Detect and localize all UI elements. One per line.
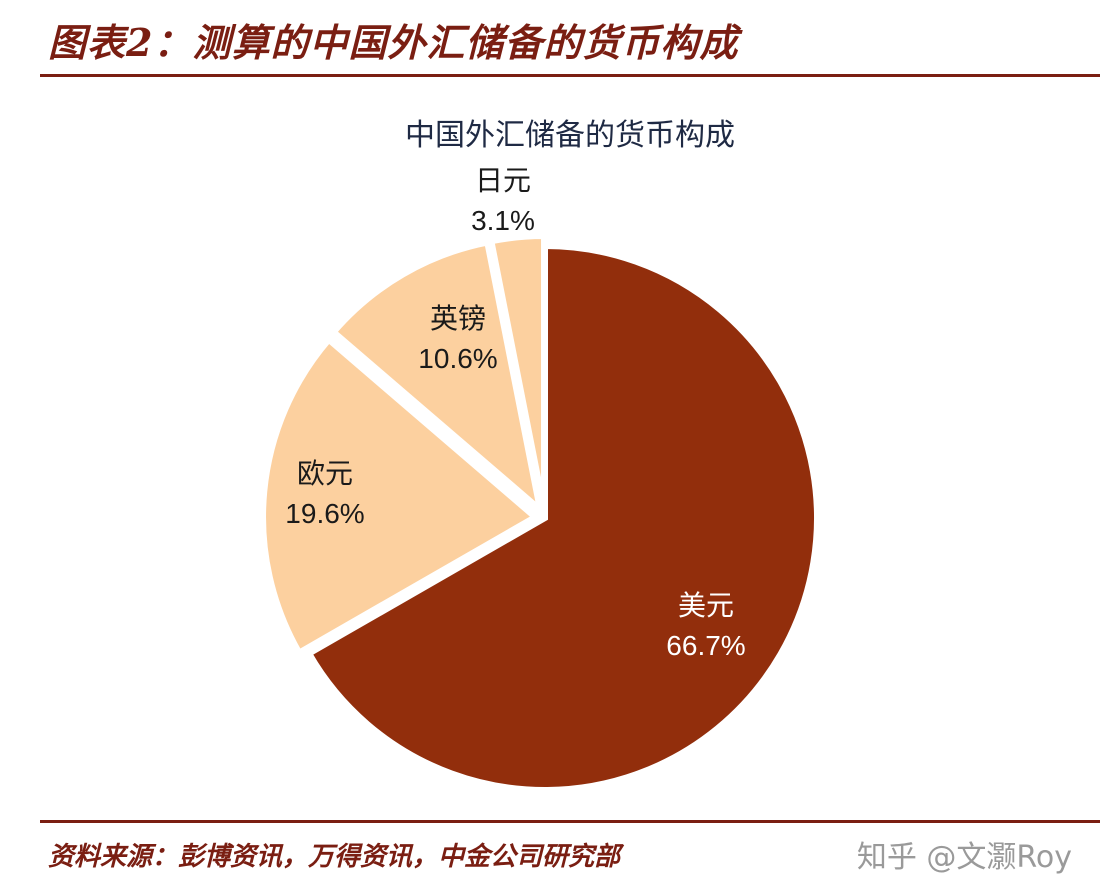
pie-chart: 中国外汇储备的货币构成 美元 66.7% 欧元 19.6% 英镑 10.6% 日元 3.1% xyxy=(260,118,820,793)
chart-title: 中国外汇储备的货币构成 xyxy=(405,118,735,153)
pie-slice xyxy=(487,233,548,509)
pie-labels: 美元 66.7% 欧元 19.6% 英镑 10.6% 日元 3.1% xyxy=(285,164,745,661)
slice-value-label: 66.7% xyxy=(666,630,745,661)
top-divider xyxy=(40,74,1100,77)
pie-slice xyxy=(305,242,820,793)
slice-category-label: 日元 xyxy=(475,164,531,197)
slice-category-label: 美元 xyxy=(678,589,734,622)
bottom-divider xyxy=(40,820,1100,823)
slice-value-label: 3.1% xyxy=(471,205,535,236)
slice-value-label: 10.6% xyxy=(418,343,497,374)
slice-value-label: 19.6% xyxy=(285,498,364,529)
slice-category-label: 英镑 xyxy=(430,302,486,335)
watermark: 知乎 @文灏Roy xyxy=(856,840,1072,875)
pie-slice xyxy=(260,335,541,657)
pie-slices xyxy=(260,233,820,793)
slice-category-label: 欧元 xyxy=(297,457,353,490)
figure-title: 图表2：测算的中国外汇储备的货币构成 xyxy=(48,20,739,65)
pie-slice xyxy=(329,238,545,518)
source-note: 资料来源：彭博资讯，万得资讯，中金公司研究部 xyxy=(48,842,621,872)
